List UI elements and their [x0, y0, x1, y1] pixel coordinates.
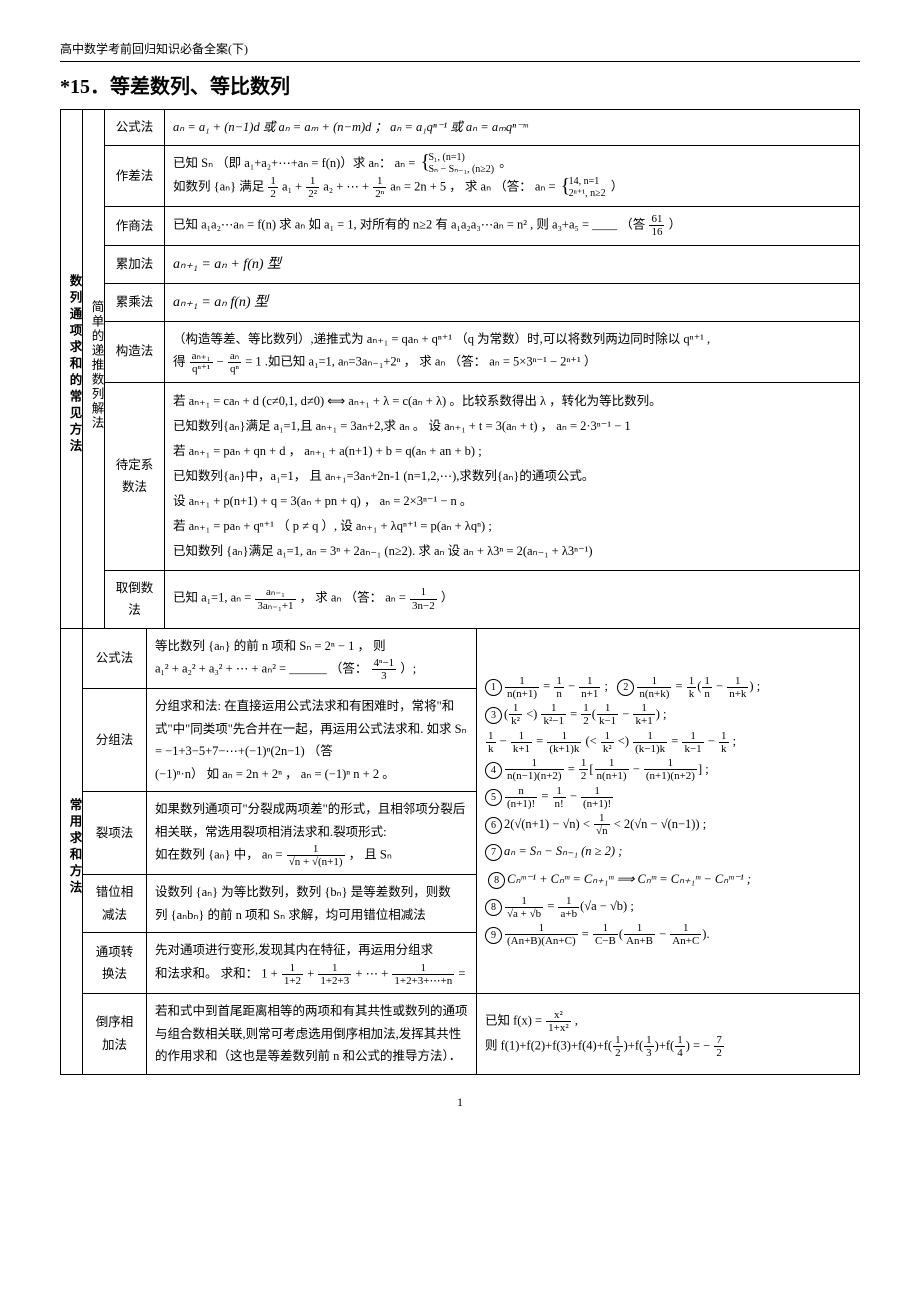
method2-fenzu: 分组法 — [83, 689, 147, 792]
content2-liexiang: 如果数列通项可"分裂成两项差"的形式，且相邻项分裂后相关联，常选用裂项相消法求和… — [147, 792, 477, 875]
method-leijia: 累加法 — [105, 245, 165, 283]
header-note: 高中数学考前回归知识必备全案(下) — [60, 40, 860, 57]
content2-gongshi: 等比数列 {aₙ} 的前 n 项和 Sₙ = 2ⁿ − 1 ， 则 a₁² + … — [147, 629, 477, 689]
method-zuocha: 作差法 — [105, 145, 165, 207]
main-table: 数列通项求和的常见方法 简单的递推数列解法 公式法 aₙ = a₁ + (n−1… — [60, 109, 860, 629]
content-zuocha: 已知 Sₙ （即 a₁+a₂+⋯+aₙ = f(n)）求 aₙ： aₙ = S₁… — [165, 145, 860, 207]
page-title: *15．等差数列、等比数列 — [60, 70, 860, 99]
method2-gongshi: 公式法 — [83, 629, 147, 689]
content-leicheng: aₙ₊₁ = aₙ f(n) 型 — [165, 283, 860, 321]
content-gouzao: （构造等差、等比数列）,递推式为 aₙ₊₁ = qaₙ + qⁿ⁺¹ （q 为常… — [165, 321, 860, 382]
content2-daoxu: 若和式中到首尾距离相等的两项和有其共性或数列的通项与组合数相关联,则常可考虑选用… — [147, 994, 477, 1075]
page-number: 1 — [60, 1095, 860, 1110]
method-gouzao: 构造法 — [105, 321, 165, 382]
method2-liexiang: 裂项法 — [83, 792, 147, 875]
section2-table: 常用求和方法 公式法 等比数列 {aₙ} 的前 n 项和 Sₙ = 2ⁿ − 1… — [60, 629, 860, 1075]
method-daiding: 待定系数法 — [105, 382, 165, 570]
side-formulas: 11n(n+1) = 1n − 1n+1 ; 21n(n+k) = 1k(1n … — [477, 629, 860, 994]
content-leijia: aₙ₊₁ = aₙ + f(n) 型 — [165, 245, 860, 283]
method2-daoxu: 倒序相加法 — [83, 994, 147, 1075]
method-gongshi: 公式法 — [105, 110, 165, 146]
method2-cuowei: 错位相减法 — [83, 875, 147, 933]
header-rule — [60, 61, 860, 62]
content-zuoshang: 已知 a₁a₂⋯aₙ = f(n) 求 aₙ 如 a₁ = 1, 对所有的 n≥… — [165, 207, 860, 245]
content2-fenzu: 分组求和法: 在直接运用公式法求和有困难时，常将"和式"中"同类项"先合并在一起… — [147, 689, 477, 792]
method-qudao: 取倒数法 — [105, 570, 165, 628]
content-daiding: 若 aₙ₊₁ = caₙ + d (c≠0,1, d≠0) ⟺ aₙ₊₁ + λ… — [165, 382, 860, 570]
section1-label: 数列通项求和的常见方法 — [63, 274, 86, 456]
content2-tongxiang: 先对通项进行变形,发现其内在特征，再运用分组求 和法求和。 求和： 1 + 11… — [147, 933, 477, 994]
section2-label: 常用求和方法 — [63, 798, 86, 897]
content2-cuowei: 设数列 {aₙ} 为等比数列，数列 {bₙ} 是等差数列，则数 列 {aₙbₙ}… — [147, 875, 477, 933]
side-bottom: 已知 f(x) = x²1+x² , 则 f(1)+f(2)+f(3)+f(4)… — [477, 994, 860, 1075]
method-zuoshang: 作商法 — [105, 207, 165, 245]
section1-sublabel: 简单的递推数列解法 — [85, 300, 108, 431]
method2-tongxiang: 通项转换法 — [83, 933, 147, 994]
content-qudao: 已知 a₁=1, aₙ = aₙ₋₁3aₙ₋₁+1 ， 求 aₙ （答： aₙ … — [165, 570, 860, 628]
content-gongshi: aₙ = a₁ + (n−1)d 或 aₙ = aₘ + (n−m)d ； aₙ… — [165, 110, 860, 146]
method-leicheng: 累乘法 — [105, 283, 165, 321]
